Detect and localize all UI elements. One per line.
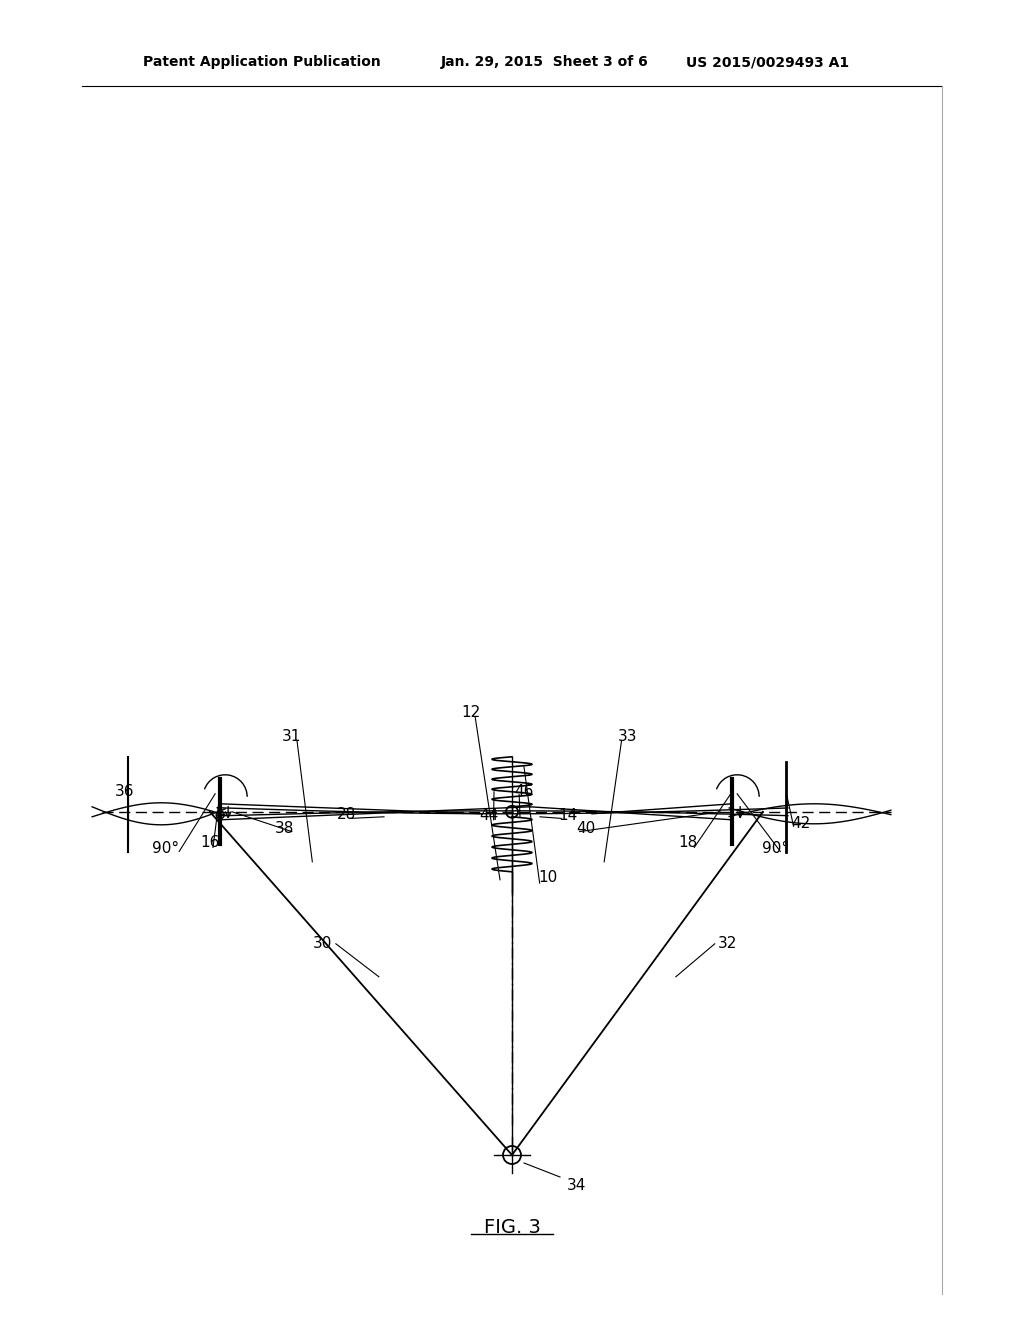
Text: 31: 31 bbox=[283, 729, 301, 744]
Text: 12: 12 bbox=[462, 705, 480, 721]
Text: 34: 34 bbox=[567, 1177, 587, 1192]
Text: 42: 42 bbox=[792, 816, 810, 832]
Text: 14: 14 bbox=[559, 808, 578, 824]
Text: 40: 40 bbox=[577, 821, 595, 837]
Text: 10: 10 bbox=[539, 870, 557, 886]
Text: 18: 18 bbox=[679, 834, 697, 850]
Text: 90°: 90° bbox=[153, 841, 179, 857]
Text: 33: 33 bbox=[617, 729, 638, 744]
Text: 90°: 90° bbox=[762, 841, 788, 857]
Text: 30: 30 bbox=[313, 936, 332, 952]
Text: 38: 38 bbox=[275, 821, 294, 837]
Text: 36: 36 bbox=[115, 784, 135, 800]
Text: 28: 28 bbox=[337, 807, 355, 822]
Text: 16: 16 bbox=[201, 834, 219, 850]
Text: 46: 46 bbox=[515, 784, 534, 800]
Text: 44: 44 bbox=[479, 808, 498, 824]
Text: US 2015/0029493 A1: US 2015/0029493 A1 bbox=[686, 55, 849, 69]
Text: Jan. 29, 2015  Sheet 3 of 6: Jan. 29, 2015 Sheet 3 of 6 bbox=[440, 55, 648, 69]
Text: Patent Application Publication: Patent Application Publication bbox=[143, 55, 381, 69]
Text: FIG. 3: FIG. 3 bbox=[483, 1218, 541, 1237]
Text: 32: 32 bbox=[718, 936, 736, 952]
